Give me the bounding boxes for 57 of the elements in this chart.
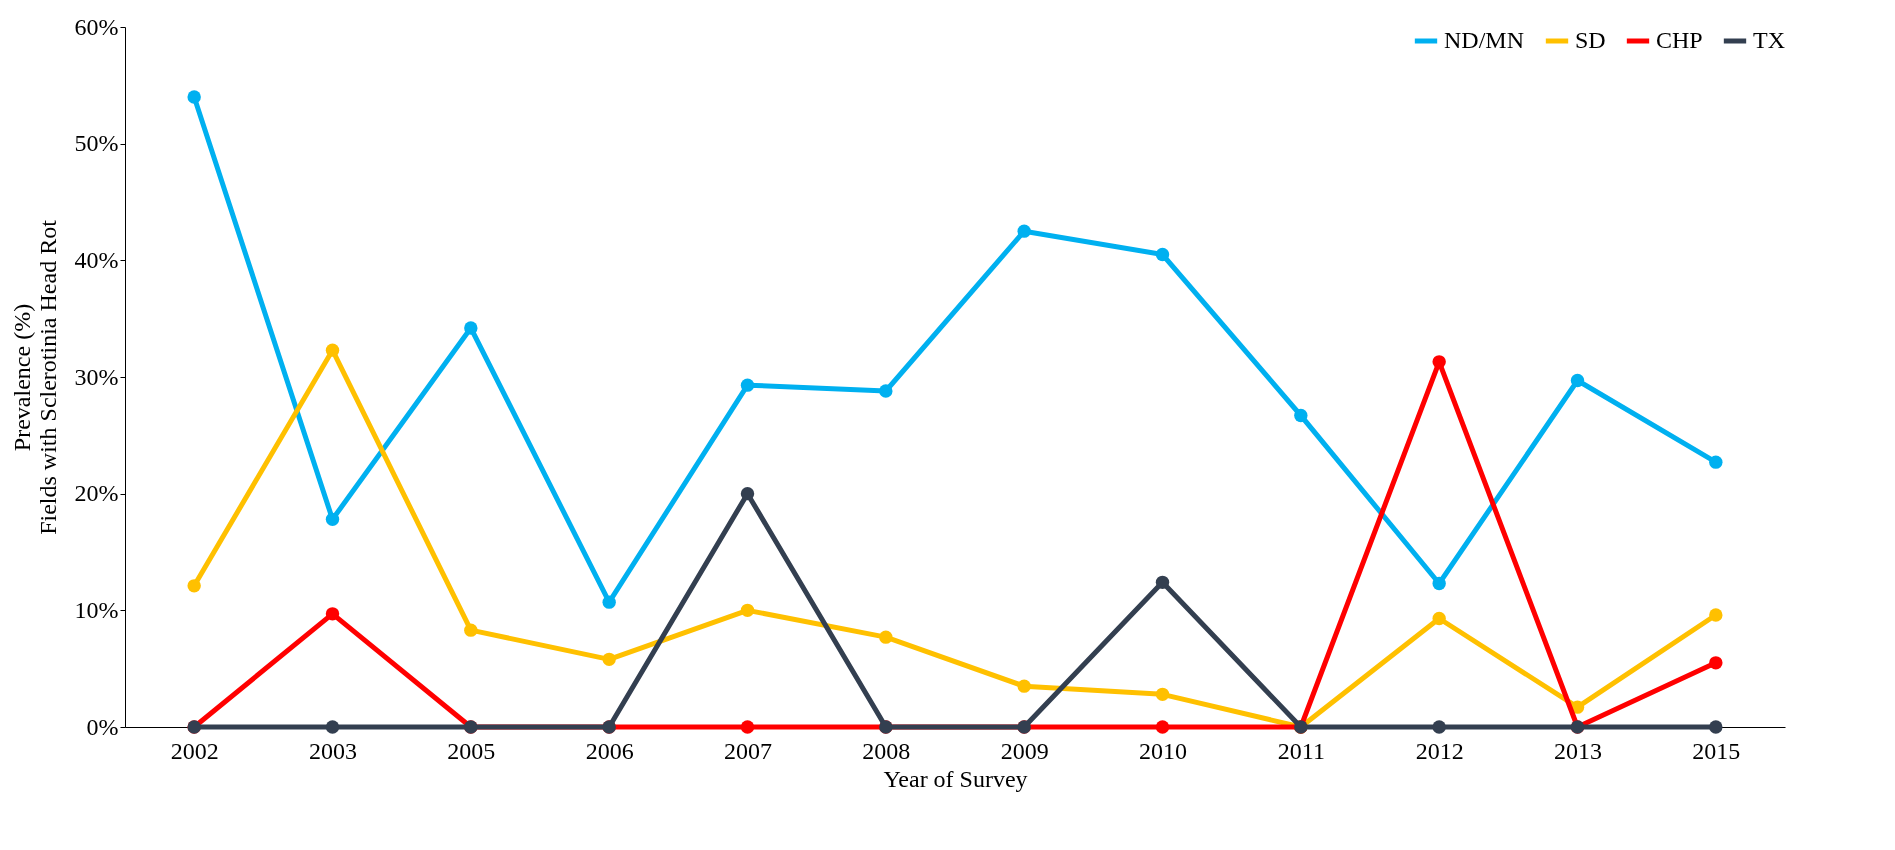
point (1570, 373, 1585, 388)
x-tick-label: 2002 (170, 737, 219, 764)
x-tick-label: 2006 (585, 737, 634, 764)
point (1709, 720, 1723, 734)
point (740, 720, 755, 734)
point (1432, 576, 1446, 591)
y-tick-label: 20% (74, 480, 119, 507)
point (1294, 408, 1308, 423)
point (1017, 224, 1031, 238)
point (740, 486, 755, 501)
x-tick-label: 2012 (1415, 737, 1464, 764)
x-tick-label: 2008 (862, 737, 911, 764)
point (1155, 575, 1170, 590)
y-tick-label: 10% (74, 596, 119, 623)
point (1017, 679, 1031, 693)
x-tick-label: 2015 (1692, 737, 1741, 764)
point (602, 652, 616, 667)
y-axis-title: Prevalence (%) Fields with Sclerotinia Head Rot (8, 219, 61, 535)
x-tick-label: 2013 (1554, 737, 1602, 764)
point (187, 90, 201, 104)
point (740, 603, 755, 618)
y-tick-label: 40% (74, 246, 119, 273)
legend-label: TX (1753, 27, 1785, 53)
point (1709, 656, 1723, 670)
x-tick-label: 2009 (1000, 737, 1049, 764)
point (1432, 720, 1446, 734)
y-tick-label: 0% (86, 713, 119, 740)
x-tick-label: 2003 (309, 737, 357, 764)
point (325, 720, 340, 734)
y-tick-label: 60% (74, 13, 119, 40)
point (1155, 247, 1170, 262)
point (879, 384, 893, 398)
legend-label: CHP (1656, 27, 1703, 53)
x-tick-label: 2010 (1139, 737, 1187, 764)
x-axis-title: Year of Survey (883, 765, 1028, 792)
point (879, 630, 893, 644)
point (325, 607, 340, 621)
legend-label: ND/MN (1444, 27, 1525, 53)
point (1432, 611, 1446, 626)
point (1709, 608, 1723, 622)
legend-label: SD (1575, 27, 1606, 53)
point (1432, 355, 1446, 369)
x-tick-label: 2005 (447, 737, 496, 764)
y-tick-label: 30% (74, 363, 119, 390)
y-tick-label: 50% (74, 130, 119, 157)
point (187, 579, 201, 593)
point (1155, 687, 1170, 702)
point (740, 378, 755, 392)
point (602, 595, 616, 609)
point (325, 512, 340, 527)
x-tick-label: 2011 (1277, 737, 1325, 764)
point (1155, 720, 1170, 734)
point (325, 343, 340, 357)
x-tick-label: 2007 (724, 737, 772, 764)
point (1709, 455, 1723, 469)
point (464, 321, 478, 335)
point (464, 623, 478, 637)
